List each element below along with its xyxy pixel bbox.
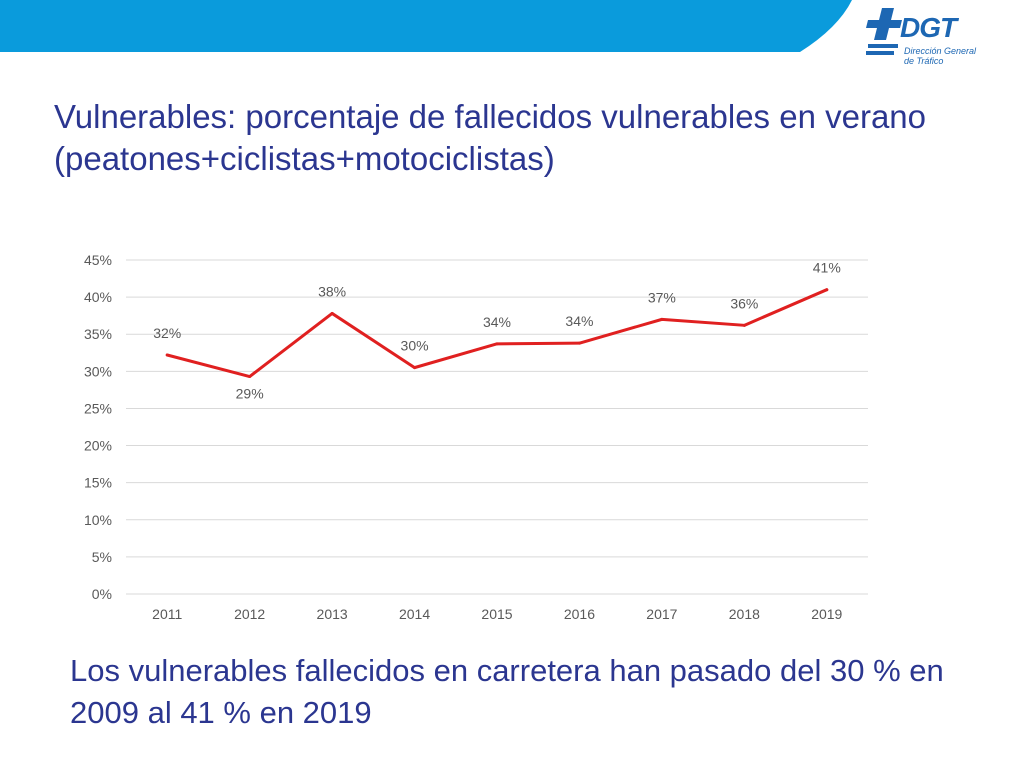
logo-brand-text: DGT <box>900 12 957 43</box>
data-label: 37% <box>648 289 676 305</box>
x-tick-label: 2011 <box>152 606 182 622</box>
x-tick-label: 2014 <box>399 606 430 622</box>
data-label: 32% <box>153 325 181 341</box>
logo-subtitle-line2: de Tráfico <box>904 56 944 66</box>
data-label: 41% <box>813 260 841 276</box>
data-label: 34% <box>483 314 511 330</box>
x-tick-label: 2013 <box>317 606 348 622</box>
x-tick-label: 2017 <box>646 606 677 622</box>
data-point <box>248 375 252 379</box>
data-point <box>742 323 746 327</box>
conclusion-text: Los vulnerables fallecidos en carretera … <box>70 653 944 730</box>
logo-subtitle-line1: Dirección General <box>904 46 977 56</box>
data-point <box>825 288 829 292</box>
data-point <box>660 317 664 321</box>
x-tick-label: 2016 <box>564 606 595 622</box>
y-tick-label: 45% <box>84 252 112 268</box>
y-tick-label: 25% <box>84 400 112 416</box>
x-tick-label: 2018 <box>729 606 760 622</box>
x-tick-label: 2019 <box>811 606 842 622</box>
x-tick-label: 2012 <box>234 606 265 622</box>
y-tick-label: 35% <box>84 326 112 342</box>
dgt-logo: DGT Dirección General de Tráfico <box>864 4 1014 66</box>
y-tick-label: 15% <box>84 475 112 491</box>
data-point <box>165 353 169 357</box>
slide-title: Vulnerables: porcentaje de fallecidos vu… <box>54 98 927 177</box>
data-point <box>577 341 581 345</box>
data-point <box>495 342 499 346</box>
y-tick-label: 5% <box>92 549 112 565</box>
y-tick-label: 30% <box>84 363 112 379</box>
data-label: 30% <box>401 338 429 354</box>
logo-subtitle: Dirección General de Tráfico <box>904 46 1014 66</box>
y-tick-label: 40% <box>84 289 112 305</box>
data-label: 36% <box>730 295 758 311</box>
x-tick-label: 2015 <box>481 606 512 622</box>
series-line-vulnerables <box>165 288 829 379</box>
banner-shape <box>0 0 852 52</box>
y-tick-label: 0% <box>92 586 112 602</box>
y-tick-label: 20% <box>84 438 112 454</box>
line-chart: 0% 5% 10% 15% 20% 25% 30% 35% 40% 45% 2011 2012 2013… <box>84 252 868 622</box>
data-point <box>413 366 417 370</box>
data-label: 29% <box>236 386 264 402</box>
y-tick-label: 10% <box>84 512 112 528</box>
dgt-cross-icon <box>866 8 902 55</box>
top-banner <box>0 0 852 52</box>
data-point <box>330 311 334 315</box>
data-label: 34% <box>565 313 593 329</box>
data-label: 38% <box>318 283 346 299</box>
